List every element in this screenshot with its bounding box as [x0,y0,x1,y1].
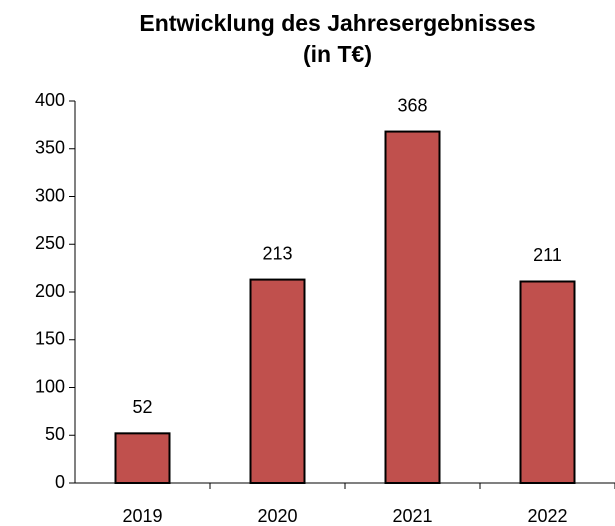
y-tick-label: 350 [35,138,65,158]
bar [519,280,576,484]
y-tick-label: 150 [35,329,65,349]
y-tick-label: 300 [35,185,65,205]
x-tick-label: 2021 [392,506,432,526]
y-tick-label: 200 [35,281,65,301]
value-label: 213 [262,243,292,263]
bar [249,278,306,484]
value-label: 368 [397,95,427,115]
bar [384,130,441,484]
y-tick-label: 400 [35,90,65,110]
x-tick-label: 2022 [527,506,567,526]
x-tick-label: 2020 [257,506,297,526]
y-tick-label: 100 [35,376,65,396]
x-tick-label: 2019 [122,506,162,526]
y-tick-label: 0 [55,472,65,492]
value-label: 52 [132,397,152,417]
value-label: 211 [533,245,562,265]
y-tick-label: 50 [45,424,65,444]
chart-title: Entwicklung des Jahresergebnisses (in T€… [139,10,536,67]
bar [114,432,171,484]
y-tick-label: 250 [35,233,65,253]
